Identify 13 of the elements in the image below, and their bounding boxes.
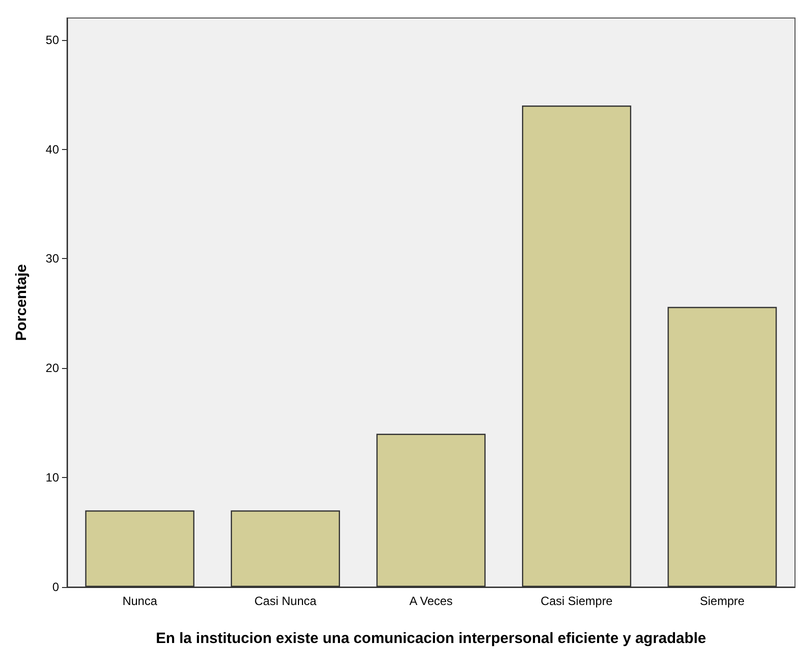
x-axis-title: En la institucion existe una comunicacion interpersonal eficiente y agradable [156,630,706,647]
y-axis-title: Porcentaje [13,264,30,341]
x-tick-label: Casi Siempre [540,594,613,608]
y-tick-label: 10 [46,470,60,485]
x-tick-label: Casi Nunca [254,594,317,608]
y-tick-label: 40 [46,142,60,156]
y-tick-label: 0 [52,580,60,594]
y-tick-label: 50 [46,32,60,47]
x-tick-label: A Veces [409,594,453,608]
y-tick-label: 20 [46,361,60,376]
x-tick-label: Siempre [700,594,745,608]
x-tick-label: Nunca [122,594,158,608]
y-tick-label: 30 [46,252,60,266]
